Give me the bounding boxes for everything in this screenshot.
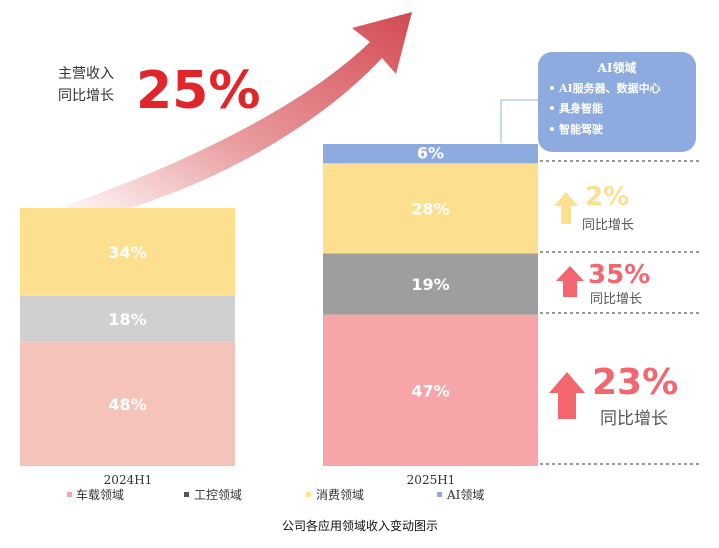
legend-swatch-consumer <box>306 492 311 497</box>
bar-2025h1-consumer <box>323 163 538 254</box>
data-label-2025h1-consumer: 28% <box>411 199 449 218</box>
bar-2025h1-industrial <box>323 253 538 315</box>
legend-swatch-ai <box>437 492 442 497</box>
bar-2025h1-auto <box>323 314 538 466</box>
bar-2024h1-consumer <box>20 208 235 296</box>
data-label-2025h1-ai: 6% <box>417 144 444 163</box>
legend-swatch-auto <box>67 492 72 497</box>
growth-consumer-label: 同比增长 <box>582 218 634 233</box>
ai-callout-box <box>538 52 696 152</box>
bar-2024h1-auto <box>20 342 235 466</box>
ai-box-item-2: 具身智能 <box>559 101 603 115</box>
data-label-2025h1-auto: 47% <box>411 381 449 400</box>
data-label-2025h1-industrial: 19% <box>411 275 449 294</box>
headline-value: 25% <box>136 61 260 121</box>
legend-label-ai: AI领域 <box>446 488 484 502</box>
growth-auto-value: 23% <box>592 362 678 403</box>
x-tick-2025h1: 2025H1 <box>407 473 456 487</box>
bullet-icon <box>550 86 554 90</box>
bullet-icon <box>550 127 554 131</box>
up-arrow-icon <box>549 372 585 419</box>
legend-label-industrial: 工控领域 <box>194 488 242 502</box>
up-arrow-icon <box>556 266 584 297</box>
growth-auto-label: 同比增长 <box>600 409 668 429</box>
bar-2024h1-industrial <box>20 295 235 343</box>
growth-industrial-label: 同比增长 <box>590 292 642 307</box>
bar-2025h1-ai <box>323 144 538 164</box>
growth-industrial-value: 35% <box>588 260 650 290</box>
ai-box-item-3: 智能驾驶 <box>559 122 604 136</box>
bullet-icon <box>550 106 554 110</box>
legend-swatch-industrial <box>184 492 189 497</box>
data-label-2024h1-industrial: 18% <box>108 310 146 329</box>
data-label-2024h1-auto: 48% <box>108 395 146 414</box>
headline-line1: 主营收入 <box>58 66 114 82</box>
legend-label-auto: 车载领域 <box>76 487 124 502</box>
growth-consumer-value: 2% <box>585 182 629 212</box>
growth-arrow-icon <box>58 12 412 220</box>
ai-box-item-1: AI服务器、数据中心 <box>558 81 661 95</box>
chart-title: 公司各应用领域收入变动图示 <box>282 518 438 533</box>
ai-box-title: AI领域 <box>597 60 637 75</box>
data-label-2024h1-consumer: 34% <box>108 243 146 262</box>
headline-line2: 同比增长 <box>58 88 114 104</box>
up-arrow-icon <box>554 192 578 224</box>
ai-connector <box>500 99 540 143</box>
x-tick-2024h1: 2024H1 <box>104 473 153 487</box>
legend-label-consumer: 消费领域 <box>316 488 364 502</box>
